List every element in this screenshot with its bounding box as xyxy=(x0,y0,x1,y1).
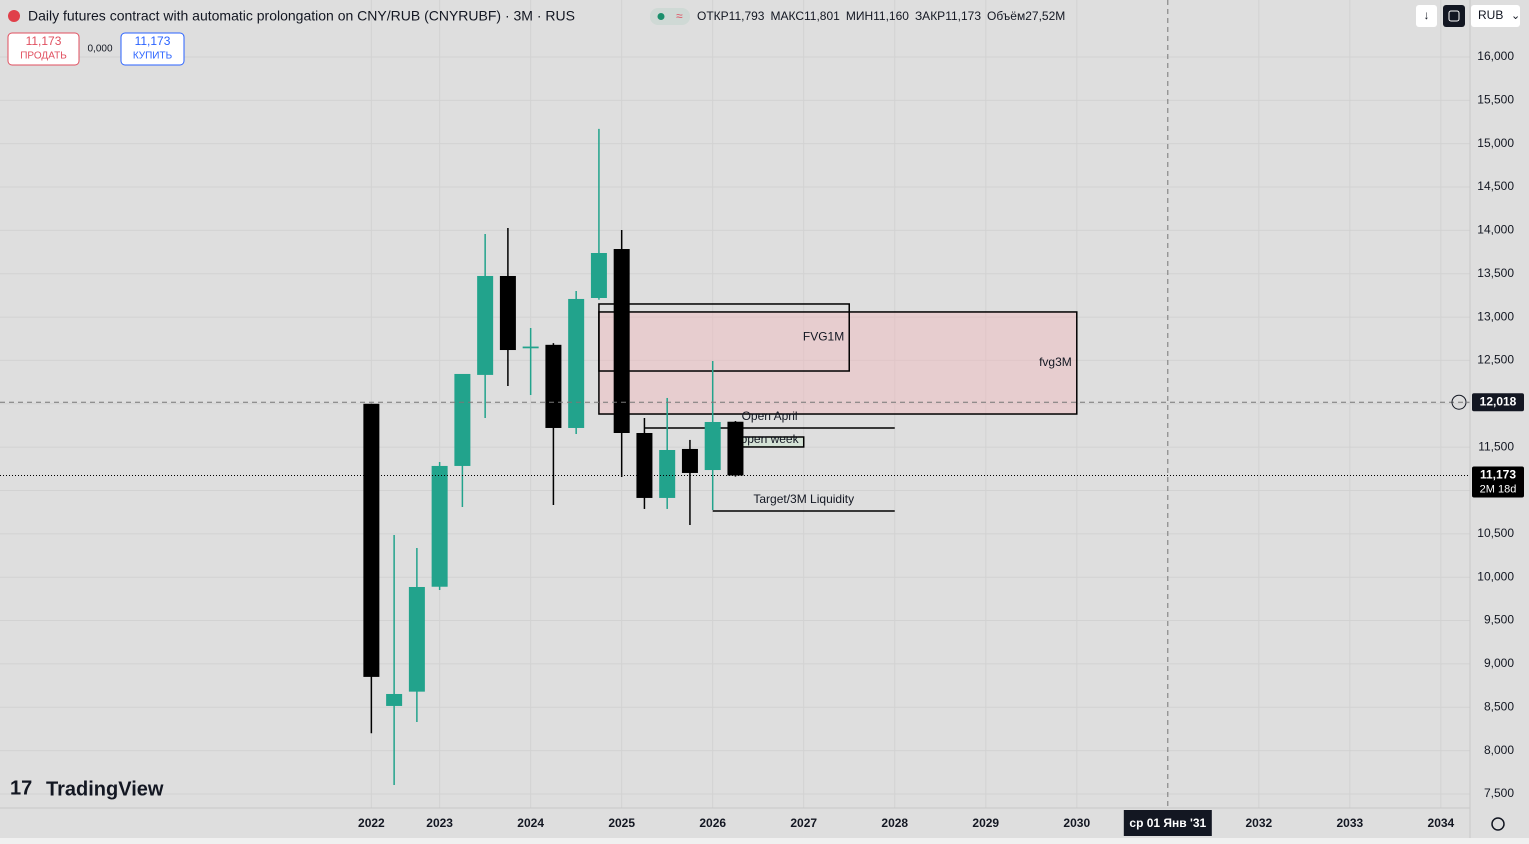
x-tick-label: 2022 xyxy=(358,816,385,830)
candle-body xyxy=(545,344,562,428)
candle-body xyxy=(568,298,585,428)
y-tick-label: 15,500 xyxy=(1477,92,1514,106)
status-icon: ≈ xyxy=(676,9,683,23)
ohlc-value: 11,173 xyxy=(945,9,981,23)
x-tick-label: 2023 xyxy=(426,816,453,830)
x-tick-label: 2029 xyxy=(972,816,999,830)
y-tick-label: 7,500 xyxy=(1484,786,1514,800)
annotation-label: FVG1M xyxy=(803,330,844,344)
x-tick-label: 2024 xyxy=(517,816,544,830)
last-price-label: 11,173 xyxy=(1480,468,1516,482)
chart-title: Daily futures contract with automatic pr… xyxy=(28,8,575,24)
x-tick-label: 2028 xyxy=(881,816,908,830)
settings-icon[interactable] xyxy=(1491,817,1505,831)
sell-label: ПРОДАТЬ xyxy=(20,51,67,62)
toggle-icon xyxy=(1448,10,1460,22)
y-tick-label: 15,000 xyxy=(1477,136,1514,150)
buy-label: КУПИТЬ xyxy=(133,51,173,62)
y-tick-label: 10,500 xyxy=(1477,526,1514,540)
y-tick-label: 13,500 xyxy=(1477,266,1514,280)
candle-body xyxy=(727,421,744,476)
candle-body xyxy=(477,275,494,375)
currency-caret: ⌄ xyxy=(1511,10,1520,22)
y-tick-label: 9,500 xyxy=(1484,613,1514,627)
crosshair-y-box xyxy=(1472,393,1524,412)
candle-body xyxy=(408,586,425,692)
logo: TradingView xyxy=(46,778,164,800)
status-pill[interactable] xyxy=(650,8,690,25)
symbol-icon xyxy=(8,10,20,22)
y-tick-label: 9,000 xyxy=(1484,656,1514,670)
sell-price: 11,173 xyxy=(26,34,62,48)
ohlc-label: ЗАКР xyxy=(915,9,945,23)
buy-button[interactable] xyxy=(120,32,185,66)
crosshair-add-button[interactable] xyxy=(1451,394,1467,410)
x-tick-label: 2033 xyxy=(1336,816,1363,830)
candle-body xyxy=(590,253,607,299)
y-tick-label: 14,000 xyxy=(1477,223,1514,237)
countdown-label: 2M 18d xyxy=(1480,483,1517,495)
x-tick-label: 2034 xyxy=(1428,816,1455,830)
y-tick-label: 8,500 xyxy=(1484,699,1514,713)
currency-button[interactable] xyxy=(1471,5,1520,27)
y-tick-label: 13,000 xyxy=(1477,309,1514,323)
candle-body xyxy=(363,403,380,677)
volume-value: 27,52M xyxy=(1025,9,1065,23)
ohlc-value: 11,801 xyxy=(804,9,840,23)
x-tick-label: 2025 xyxy=(608,816,635,830)
annotation-box xyxy=(598,311,1078,415)
x-tick-label: 2027 xyxy=(790,816,817,830)
sell-button[interactable] xyxy=(7,32,80,66)
candle-body xyxy=(431,465,448,587)
ohlc-legend: ОТКР11,793 МАКС11,801 МИН11,160 ЗАКР11,173 О… xyxy=(697,9,1065,23)
spread: 0,000 xyxy=(87,44,112,55)
x-tick-label: 2032 xyxy=(1245,816,1272,830)
annotation-label: Open April xyxy=(742,409,798,423)
bottom-strip xyxy=(0,838,1529,844)
y-tick-label: 12,500 xyxy=(1477,353,1514,367)
candle-body xyxy=(659,449,676,498)
x-tick-label: 2030 xyxy=(1063,816,1090,830)
y-tick-label: 14,500 xyxy=(1477,179,1514,193)
annotation-label: Target/3M Liquidity xyxy=(753,492,854,506)
annotation-box xyxy=(598,303,850,372)
ohlc-value: 11,160 xyxy=(873,9,909,23)
toggle-button[interactable] xyxy=(1443,5,1465,27)
candle-body xyxy=(499,275,516,351)
y-tick-label: 10,000 xyxy=(1477,569,1514,583)
candle-body xyxy=(636,433,653,498)
status-dot xyxy=(657,13,665,20)
crosshair-x-label: ср 01 Янв '31 xyxy=(1129,816,1206,830)
candle-body xyxy=(386,693,403,706)
logo-mark: 17 xyxy=(10,777,32,799)
annotation-label: fvg3M xyxy=(1039,355,1072,369)
crosshair-x-box xyxy=(1123,810,1212,836)
y-tick-label: 11,500 xyxy=(1478,439,1514,453)
plot-layer: fvg3M FVG1M Open April open week Target/3M L… xyxy=(0,0,1470,808)
y-tick-label: 8,000 xyxy=(1484,743,1514,757)
candle-body xyxy=(613,249,630,434)
candle-body xyxy=(454,373,471,466)
crosshair-y-label: 12,018 xyxy=(1480,394,1517,408)
ohlc-value: 11,793 xyxy=(729,9,765,23)
volume-label: Объём xyxy=(987,9,1025,23)
x-tick-label: 2026 xyxy=(699,816,726,830)
buy-price: 11,173 xyxy=(135,34,171,48)
candle-body xyxy=(522,346,539,349)
ohlc-label: ОТКР xyxy=(697,9,729,23)
currency: RUB xyxy=(1478,8,1503,22)
candle-body xyxy=(704,421,721,471)
download-icon: ↓ xyxy=(1424,8,1430,22)
ohlc-label: МИН xyxy=(846,9,873,23)
annotation-label: open week xyxy=(741,432,800,446)
last-price-box xyxy=(1472,466,1524,498)
y-tick-label: 16,000 xyxy=(1477,49,1514,63)
ohlc-label: МАКС xyxy=(770,9,804,23)
candle-body xyxy=(681,448,698,473)
download-button[interactable] xyxy=(1416,5,1437,27)
